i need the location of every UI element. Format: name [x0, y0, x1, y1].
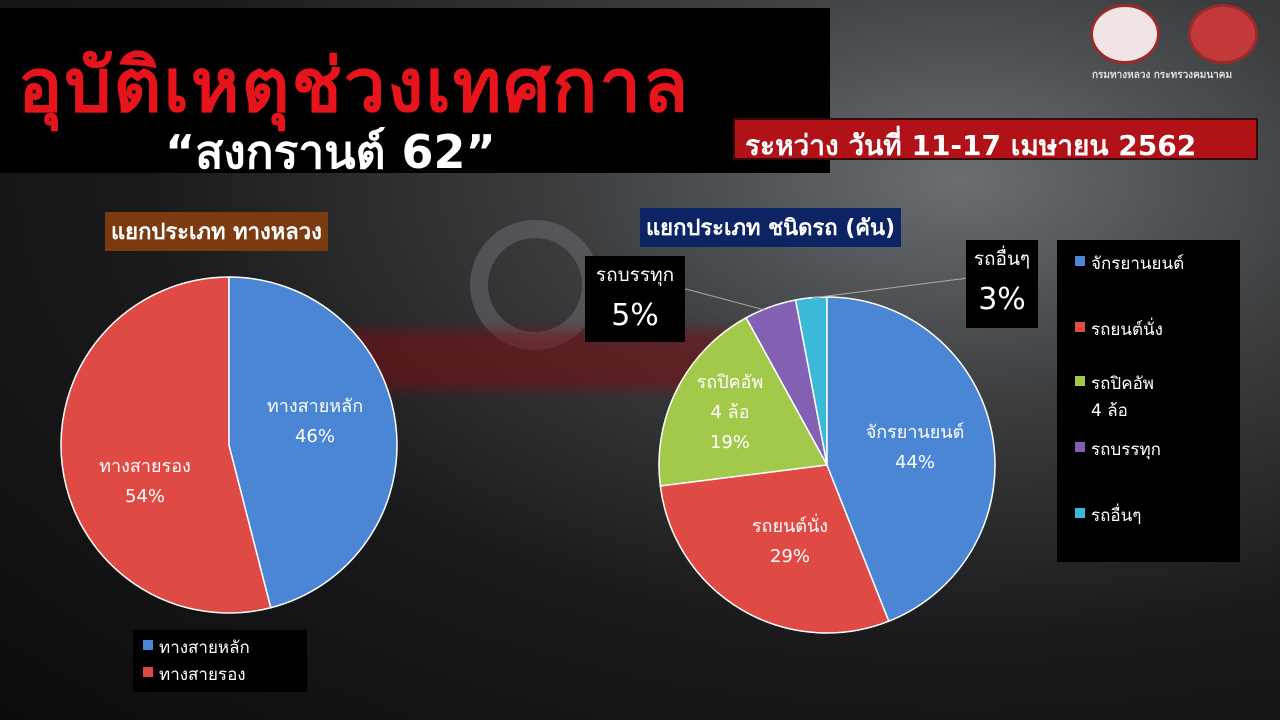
leader-line-truck [681, 287, 766, 311]
date-range-banner: ระหว่าง วันที่ 11-17 เมษายน 2562 [733, 118, 1258, 162]
ministry-logo [1188, 4, 1258, 64]
legend-item-secondary-road: ทางสายรอง [143, 661, 297, 688]
logo-caption: กรมทางหลวง กระทรวงคมนาคม [1092, 70, 1233, 81]
vehicle-slice-2 [659, 464, 890, 634]
slice-label-motorcycle: จักรยานยนต์ 44% [865, 422, 965, 473]
legend-item-other: รถอื่นๆ [1075, 502, 1222, 529]
vehicle-slice-3 [658, 316, 829, 487]
legend-item-truck: รถบรรทุก [1075, 436, 1222, 502]
vehicle-legend: จักรยานยนต์ รถยนต์นั่ง รถปิคอัพ 4 ล้อ รถบ… [1057, 240, 1240, 562]
leader-line-other [811, 277, 969, 299]
slice-label-secondary-road: ทางสายรอง 54% [99, 456, 191, 507]
page-subtitle: “สงกรานต์ 62” [165, 125, 496, 179]
legend-item-motorcycle: จักรยานยนต์ [1075, 250, 1222, 316]
highway-slice-2 [60, 276, 272, 614]
vehicle-chart-title: แยกประเภท ชนิดรถ (คัน) [640, 208, 902, 247]
legend-item-pickup: รถปิคอัพ 4 ล้อ [1075, 370, 1222, 436]
vehicle-slice-1 [826, 296, 996, 623]
slice-label-pickup: รถปิคอัพ 4 ล้อ 19% [696, 372, 764, 453]
page-title: อุบัติเหตุช่วงเทศกาล [18, 43, 691, 129]
legend-item-main-road: ทางสายหลัก [143, 634, 297, 661]
highway-legend: ทางสายหลัก ทางสายรอง [133, 630, 307, 692]
slice-label-car: รถยนต์นั่ง 29% [751, 516, 829, 567]
callout-truck: รถบรรทุก 5% [585, 256, 685, 342]
highway-department-logo [1090, 4, 1160, 64]
highway-chart-title: แยกประเภท ทางหลวง [105, 212, 328, 251]
slice-label-main-road: ทางสายหลัก 46% [266, 396, 364, 447]
callout-other: รถอื่นๆ 3% [966, 240, 1038, 328]
title-banner: อุบัติเหตุช่วงเทศกาล “สงกรานต์ 62” [0, 8, 830, 179]
highway-slice-1 [228, 276, 398, 609]
legend-item-car: รถยนต์นั่ง [1075, 316, 1222, 370]
